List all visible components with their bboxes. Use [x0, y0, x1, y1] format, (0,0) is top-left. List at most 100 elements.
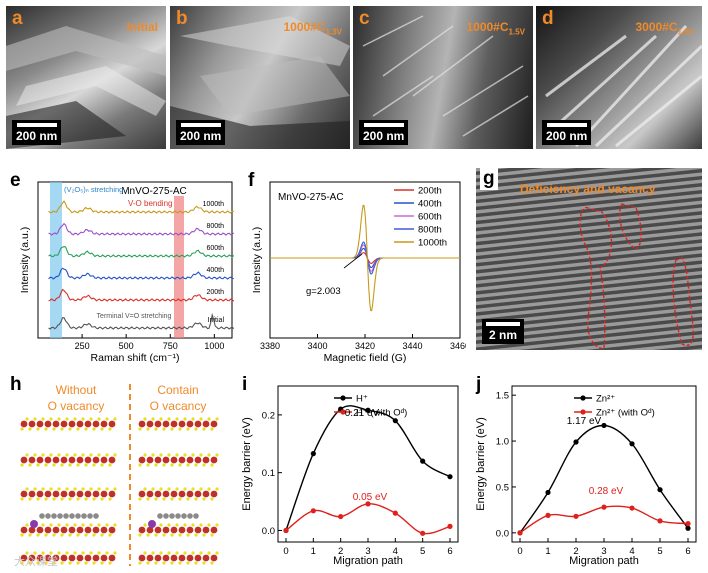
chart-j-ylabel: Energy barrier (eV): [475, 417, 487, 511]
oxygen-atom: [25, 487, 29, 491]
oxygen-atom: [89, 487, 93, 491]
raman-series-label: 1000th: [203, 201, 225, 208]
oxygen-atom: [41, 453, 45, 457]
oxygen-atom: [73, 551, 77, 555]
oxygen-atom: [215, 417, 219, 421]
vanadium-oxide-atom: [44, 554, 52, 562]
xtick-label: 4: [629, 546, 634, 557]
sem-image-1000-1p3v: b 1000#C1.3V 200 nm: [170, 6, 350, 149]
vanadium-oxide-atom: [194, 554, 202, 562]
oxygen-atom: [73, 523, 77, 527]
oxygen-atom: [100, 497, 104, 501]
oxygen-atom: [162, 497, 166, 501]
data-point: [657, 518, 663, 524]
oxygen-atom: [44, 463, 48, 467]
epr-chart: f MnVO-275-AC 200th 400th 600th 800th 1000th…: [248, 170, 466, 364]
panel-label-h: h: [10, 374, 22, 395]
oxygen-atom: [162, 463, 166, 467]
oxygen-atom: [68, 497, 72, 501]
vanadium-oxide-atom: [44, 456, 52, 464]
epr-xtick-label: 3380: [260, 341, 280, 351]
oxygen-atom: [81, 487, 85, 491]
epr-series: [270, 204, 460, 312]
structure-right-title-line2: O vacancy: [150, 399, 207, 413]
oxygen-atom: [49, 417, 53, 421]
manganese-atom: [148, 520, 156, 528]
vanadium-oxide-atom: [138, 456, 146, 464]
oxygen-atom: [41, 551, 45, 555]
vanadium-oxide-atom: [186, 420, 194, 428]
oxygen-atom: [143, 453, 147, 457]
oxygen-atom: [97, 453, 101, 457]
vanadium-oxide-atom: [178, 526, 186, 534]
data-point: [365, 407, 371, 413]
vanadium-oxide-atom: [210, 456, 218, 464]
panel-label-b: b: [176, 8, 188, 29]
data-point: [420, 530, 426, 536]
vanadium-oxide-atom: [60, 420, 68, 428]
oxygen-atom: [167, 487, 171, 491]
data-point: [601, 422, 607, 429]
vanadium-oxide-atom: [76, 526, 84, 534]
oxygen-atom: [186, 497, 190, 501]
oxygen-atom: [92, 497, 96, 501]
oxygen-atom: [159, 551, 163, 555]
oxygen-atom: [175, 453, 179, 457]
vanadium-oxide-atom: [154, 456, 162, 464]
raman-frame: [37, 181, 233, 339]
oxygen-atom: [97, 551, 101, 555]
epr-xtick-label: 3400: [307, 341, 327, 351]
vanadium-oxide-atom: [194, 526, 202, 534]
panel-label-c: c: [359, 8, 370, 29]
oxygen-atom: [105, 487, 109, 491]
vanadium-oxide-atom: [210, 554, 218, 562]
oxygen-atom: [92, 561, 96, 565]
vanadium-oxide-atom: [186, 554, 194, 562]
oxygen-atom: [97, 523, 101, 527]
raman-series-label: 600th: [206, 245, 224, 252]
epr-xlabel: Magnetic field (G): [324, 352, 407, 364]
xtick-label: 5: [657, 546, 662, 557]
oxygen-atom: [76, 463, 80, 467]
oxygen-atom: [183, 523, 187, 527]
intercalant-atom: [57, 513, 63, 519]
vanadium-oxide-atom: [170, 490, 178, 498]
oxygen-atom: [154, 497, 158, 501]
raman-line-Initial: [48, 312, 235, 330]
panel-label-e: e: [10, 170, 21, 191]
oxygen-atom: [65, 417, 69, 421]
barrier-value-label: 0.28 eV: [589, 486, 624, 497]
vanadium-oxide-atom: [92, 456, 100, 464]
oxygen-atom: [210, 463, 214, 467]
vanadium-oxide-atom: [186, 526, 194, 534]
data-point: [657, 487, 663, 493]
oxygen-atom: [202, 533, 206, 537]
oxygen-atom: [60, 427, 64, 431]
vanadium-oxide-atom: [178, 490, 186, 498]
oxygen-atom: [202, 561, 206, 565]
data-point: [310, 451, 316, 457]
raman-bottom-label: Terminal V=O stretching: [97, 313, 172, 320]
oxygen-atom: [52, 427, 56, 431]
sem-image-initial: a Initial 200 nm: [6, 6, 166, 149]
vanadium-oxide-atom: [178, 554, 186, 562]
panel-label-i: i: [242, 374, 247, 395]
vanadium-oxide-atom: [178, 456, 186, 464]
data-point: [310, 508, 316, 514]
oxygen-atom: [84, 497, 88, 501]
ytick-label: 0.5: [496, 482, 509, 493]
oxygen-atom: [44, 427, 48, 431]
oxygen-atom: [210, 427, 214, 431]
oxygen-atom: [25, 551, 29, 555]
oxygen-atom: [186, 561, 190, 565]
oxygen-atom: [146, 561, 150, 565]
vanadium-oxide-atom: [108, 526, 116, 534]
vanadium-oxide-atom: [52, 456, 60, 464]
barrier-value-label: 0.05 eV: [353, 492, 388, 503]
oxygen-atom: [199, 453, 203, 457]
oxygen-atom: [68, 427, 72, 431]
vanadium-oxide-atom: [202, 554, 210, 562]
oxygen-atom: [199, 487, 203, 491]
xtick-label: 1: [545, 546, 550, 557]
data-point: [420, 458, 426, 464]
